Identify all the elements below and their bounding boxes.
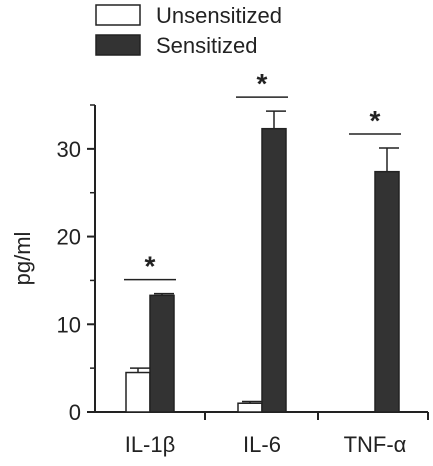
bar [374, 170, 400, 413]
axes: 0 10 20 30 pg/ml [10, 104, 429, 425]
legend: Unsensitized Sensitized [95, 3, 282, 58]
y-tick-label: 20 [57, 225, 81, 250]
legend-label: Unsensitized [156, 3, 282, 28]
labels: IL-1β * IL-6 * TNF-α * [124, 68, 407, 457]
x-tick-label: IL-6 [243, 432, 281, 457]
bar [237, 402, 263, 413]
legend-label: Sensitized [156, 33, 258, 58]
bars [125, 110, 400, 413]
bar [261, 127, 287, 413]
legend-swatch [95, 34, 141, 56]
bar [149, 294, 175, 413]
significance-star: * [257, 68, 268, 99]
x-tick-label: TNF-α [344, 432, 407, 457]
bar [125, 371, 151, 413]
significance-star: * [145, 251, 156, 282]
y-axis-title: pg/ml [10, 232, 35, 286]
x-tick-label: IL-1β [125, 432, 176, 457]
legend-swatch [95, 4, 141, 26]
y-tick-label: 10 [57, 312, 81, 337]
y-tick-label: 30 [57, 137, 81, 162]
significance-star: * [370, 105, 381, 136]
y-tick-label: 0 [69, 400, 81, 425]
